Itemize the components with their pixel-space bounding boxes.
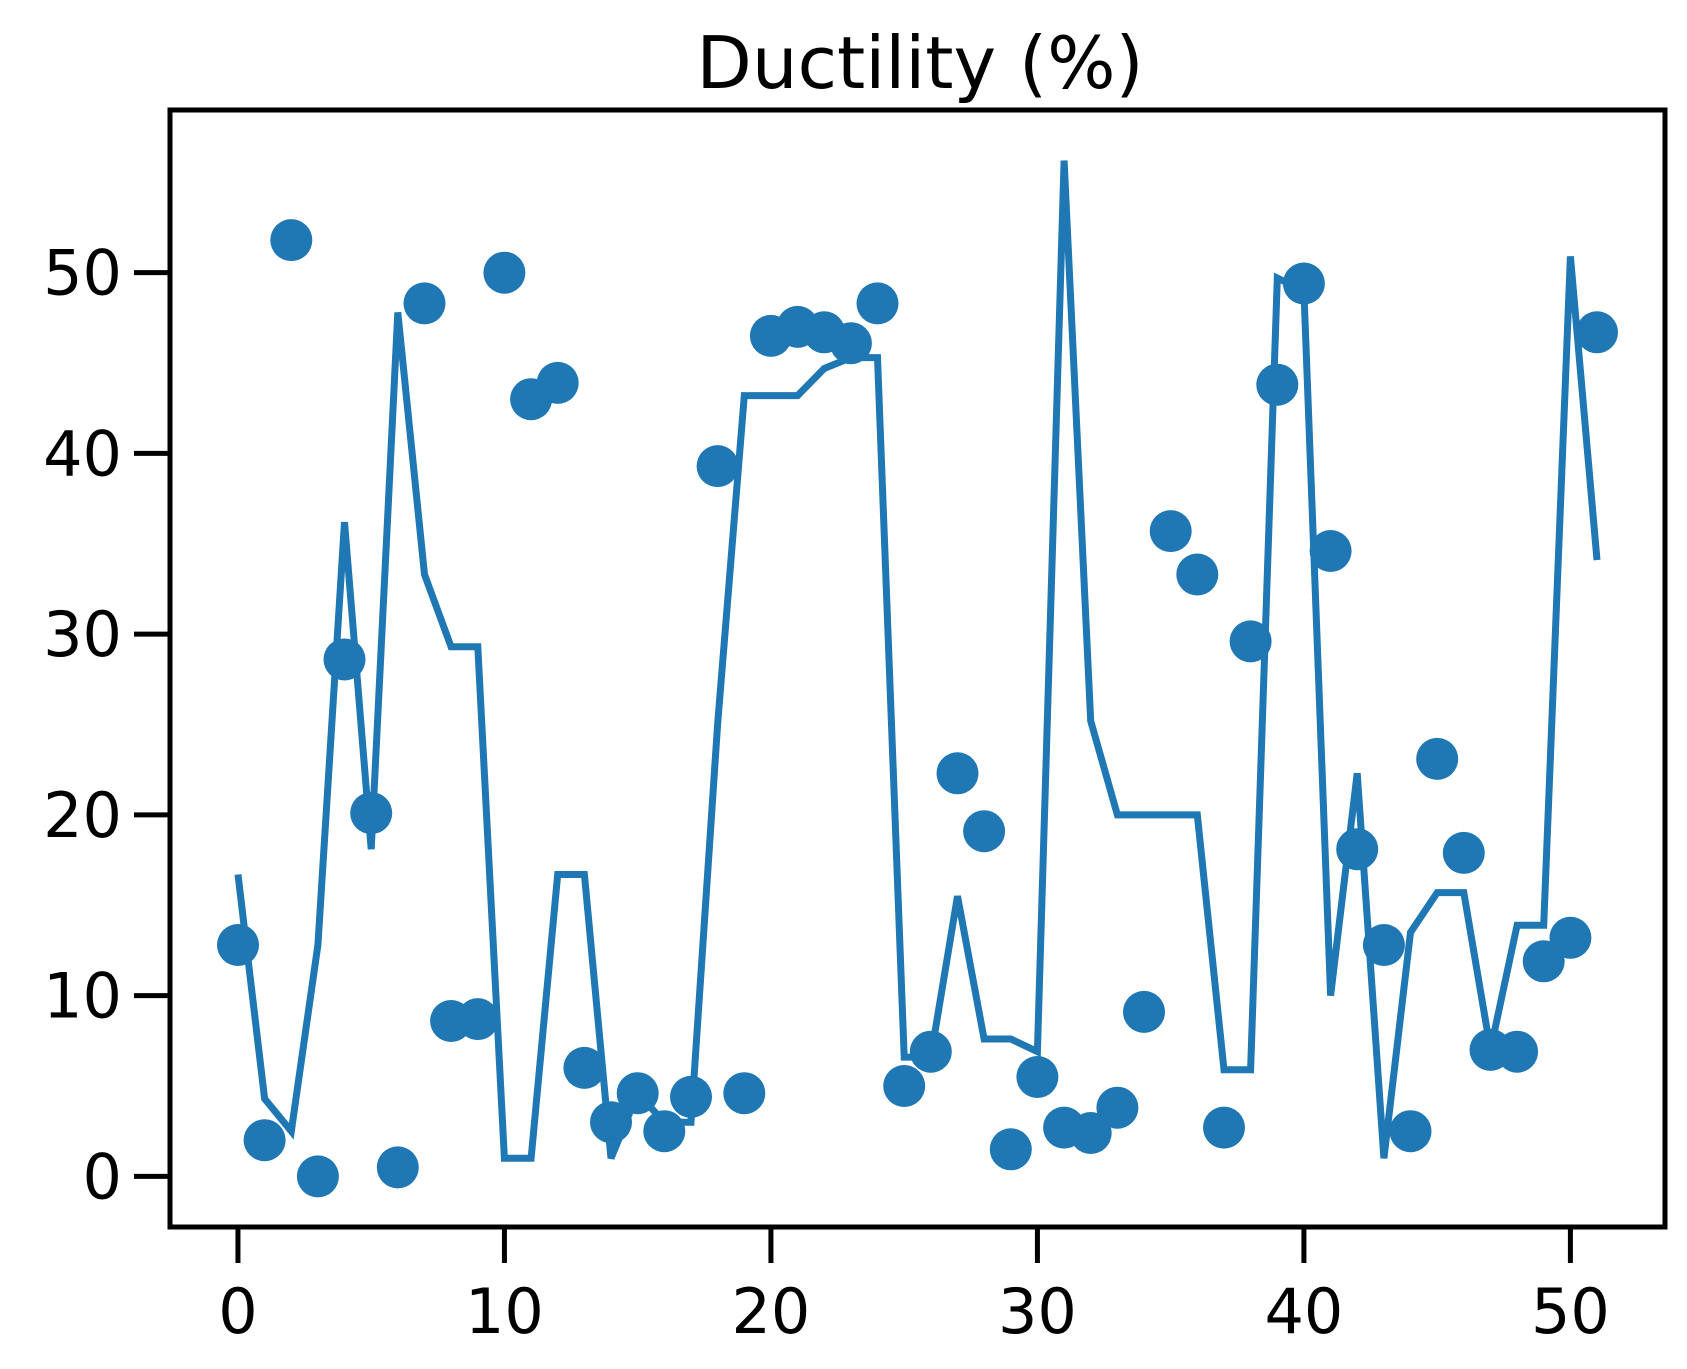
- scatter-point: [563, 1046, 606, 1089]
- chart-title: Ductility (%): [696, 21, 1143, 105]
- plot-frame: [167, 107, 1668, 1230]
- scatter-point: [1203, 1106, 1245, 1149]
- scatter-point: [1496, 1030, 1539, 1073]
- scatter-point: [1229, 620, 1272, 663]
- scatter-point: [217, 924, 259, 966]
- scatter-point: [1282, 262, 1325, 305]
- scatter-point: [1096, 1086, 1139, 1129]
- scatter-point: [483, 251, 526, 294]
- scatter-point: [1389, 1110, 1432, 1153]
- scatter-point: [1576, 311, 1618, 354]
- scatter-point: [376, 1146, 419, 1189]
- x-tick-label: 0: [218, 1275, 257, 1348]
- scatter-point: [1549, 916, 1592, 959]
- y-tick-label: 10: [43, 960, 122, 1033]
- scatter-point: [936, 752, 979, 795]
- scatter-point: [456, 998, 499, 1041]
- y-tick-label: 30: [43, 598, 122, 671]
- scatter-point: [989, 1128, 1032, 1171]
- x-tick-label: 30: [998, 1275, 1077, 1348]
- y-tick-label: 50: [43, 237, 122, 310]
- x-tick-label: 10: [465, 1275, 544, 1348]
- scatter-point: [1149, 510, 1192, 553]
- scatter-point: [963, 810, 1006, 853]
- scatter-point: [1016, 1056, 1059, 1098]
- scatter-point: [643, 1110, 686, 1153]
- x-tick-label: 50: [1531, 1275, 1610, 1348]
- scatter-point: [883, 1065, 926, 1107]
- scatter-point: [723, 1072, 766, 1115]
- scatter-point: [1069, 1112, 1112, 1154]
- series-line: [234, 160, 1601, 1162]
- x-tick-label: 40: [1264, 1275, 1343, 1348]
- scatter-point: [696, 445, 739, 488]
- x-axis: 0 10 20 30 40 50: [218, 1227, 1610, 1348]
- scatter-point: [403, 282, 446, 325]
- scatter-point: [1362, 924, 1405, 966]
- scatter-point: [1336, 828, 1379, 871]
- scatter-point: [1309, 530, 1352, 572]
- scatter-point: [243, 1119, 286, 1162]
- scatter-point: [296, 1155, 339, 1198]
- scatter-point: [1123, 990, 1165, 1033]
- y-tick-label: 40: [43, 417, 122, 490]
- y-tick-label: 0: [83, 1140, 122, 1213]
- scatter-point: [856, 282, 899, 325]
- scatter-point: [1256, 363, 1299, 406]
- scatter-point: [536, 361, 579, 404]
- x-tick-label: 20: [731, 1275, 810, 1348]
- y-axis: 0 10 20 30 40 50: [43, 237, 170, 1213]
- scatter-point: [1442, 831, 1485, 874]
- scatter-point: [1416, 737, 1459, 780]
- y-tick-label: 20: [43, 779, 122, 852]
- scatter-point: [829, 322, 872, 365]
- scatter-point: [270, 219, 313, 262]
- scatter-point: [1176, 553, 1219, 596]
- plot-area: [217, 160, 1618, 1198]
